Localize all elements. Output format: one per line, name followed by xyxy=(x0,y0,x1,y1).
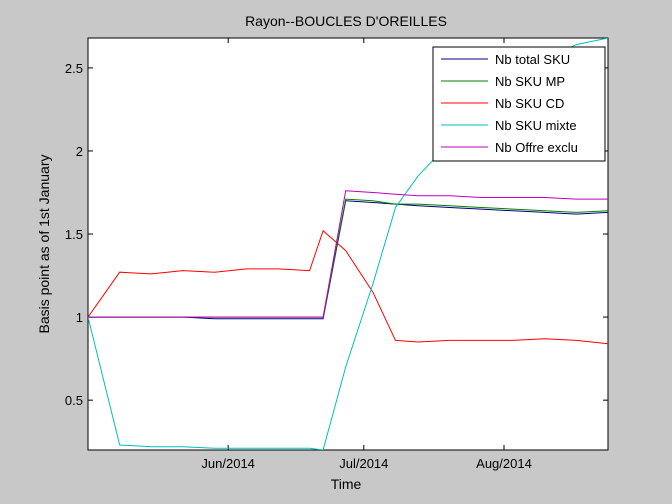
legend-label: Nb Offre exclu xyxy=(495,140,578,155)
legend-label: Nb SKU MP xyxy=(495,74,565,89)
series-line xyxy=(88,190,608,318)
legend-label: Nb SKU mixte xyxy=(495,118,577,133)
x-axis-label: Time xyxy=(331,476,362,492)
legend-label: Nb SKU CD xyxy=(495,96,564,111)
y-tick-label: 2.5 xyxy=(65,61,83,76)
legend: Nb total SKU Nb SKU MP Nb SKU CD Nb SKU mix… xyxy=(432,46,606,162)
axis-ticks: 0.5 1 1.5 2 2.5 Jun/2014 Jul/2014 Aug/2014 xyxy=(65,38,608,471)
series-line xyxy=(88,229,608,345)
legend-label: Nb total SKU xyxy=(495,52,570,67)
y-tick-label: 2 xyxy=(76,144,83,159)
chart-title: Rayon--BOUCLES D'OREILLES xyxy=(245,13,447,29)
x-tick-label: Aug/2014 xyxy=(476,456,532,471)
y-tick-label: 0.5 xyxy=(65,393,83,408)
y-tick-label: 1.5 xyxy=(65,227,83,242)
y-tick-label: 1 xyxy=(76,310,83,325)
legend-box xyxy=(432,46,606,162)
x-tick-label: Jul/2014 xyxy=(339,456,388,471)
x-tick-label: Jun/2014 xyxy=(201,456,255,471)
y-axis-label: Basis point as of 1st January xyxy=(36,155,52,334)
